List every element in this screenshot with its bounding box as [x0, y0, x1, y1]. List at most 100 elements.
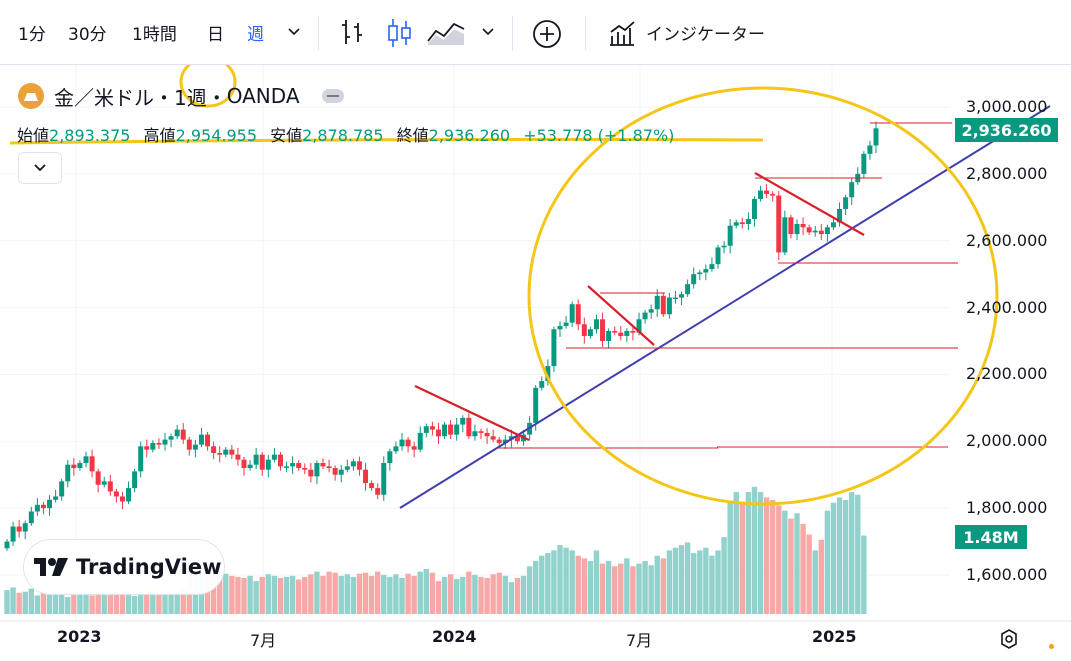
candle-body: [751, 198, 757, 219]
symbol-legend[interactable]: 金／米ドル ・ 1週 ・ OANDA: [18, 82, 344, 110]
chevron-down-icon[interactable]: [286, 24, 302, 44]
volume-bar: [435, 581, 442, 614]
interval-30m-button[interactable]: 30分: [68, 25, 107, 45]
candle-body: [612, 330, 618, 333]
candle-body: [59, 481, 65, 497]
chart-settings-icon[interactable]: [998, 628, 1020, 654]
volume-bar: [611, 566, 618, 614]
volume-bar: [314, 571, 320, 614]
indicators-icon[interactable]: [607, 18, 637, 52]
price-chart[interactable]: [0, 65, 1071, 661]
ohlc-values: 始値2,893.375 高値2,954.955 安値2,878.785 終値2,…: [17, 122, 682, 146]
candle-body: [350, 461, 356, 467]
candle-body: [180, 429, 186, 440]
candle-body: [600, 319, 606, 341]
candle-body: [758, 190, 764, 199]
add-circle-icon[interactable]: [532, 19, 562, 53]
candle-body: [344, 466, 350, 470]
candle-style-icon[interactable]: [386, 17, 414, 53]
interval-week-button[interactable]: 週: [247, 25, 264, 45]
candle-body: [162, 439, 168, 445]
candle-body: [812, 230, 818, 233]
volume-bar: [417, 571, 423, 614]
volume-bar: [660, 558, 667, 614]
volume-bar: [174, 592, 180, 614]
high-value: 2,954.955: [175, 126, 257, 145]
ohlc-underline: [9, 137, 764, 145]
candle-body: [709, 264, 715, 270]
volume-bar: [28, 588, 35, 614]
volume-bar: [259, 576, 265, 614]
volume-bar: [782, 510, 788, 614]
candle-body: [156, 442, 162, 445]
candle-body: [119, 496, 125, 502]
volume-bar: [399, 577, 405, 614]
chevron-down-icon[interactable]: [480, 24, 496, 44]
volume-bar: [235, 576, 241, 614]
volume-bar: [247, 575, 253, 614]
candle-body: [867, 145, 873, 154]
candle-body: [65, 464, 71, 482]
volume-bar: [356, 573, 363, 614]
visibility-toggle-icon[interactable]: [321, 89, 344, 103]
candle-body: [10, 526, 16, 542]
volume-bar: [216, 571, 223, 614]
open-value: 2,893.375: [49, 126, 131, 145]
volume-bar: [630, 566, 636, 614]
candle-body: [587, 329, 593, 336]
volume-bar: [113, 591, 120, 614]
symbol-exchange: OANDA: [226, 84, 300, 108]
indicators-button[interactable]: インジケーター: [646, 25, 765, 45]
volume-bar: [587, 561, 594, 614]
candle-body: [314, 463, 320, 477]
candle-body: [666, 297, 672, 315]
candle-body: [873, 128, 879, 146]
candle-body: [332, 468, 338, 475]
candle-body: [369, 483, 375, 489]
volume-bar: [210, 575, 217, 614]
volume-bar: [763, 497, 770, 614]
legend-collapse-button[interactable]: [18, 152, 62, 184]
candle-body: [107, 481, 113, 492]
candle-body: [454, 424, 460, 435]
close-label: 終値: [396, 126, 429, 145]
volume-bar: [806, 534, 812, 614]
candle-body: [338, 469, 344, 475]
candle-body: [478, 431, 484, 433]
volume-bar: [466, 571, 472, 614]
candle-body: [89, 456, 95, 472]
volume-bar: [739, 502, 746, 614]
time-axis-label: 7月: [250, 631, 277, 650]
volume-bar: [393, 574, 399, 614]
candle-body: [545, 366, 551, 382]
candle-body: [375, 488, 381, 495]
volume-bar: [490, 574, 496, 614]
candle-body: [47, 499, 53, 509]
volume-bar: [855, 494, 861, 614]
candle-body: [174, 429, 180, 437]
price-axis-label: 2,200.000: [966, 364, 1048, 384]
top-toolbar: 1分 30分 1時間 日 週 インジケーター: [0, 0, 1071, 65]
interval-1m-button[interactable]: 1分: [18, 25, 46, 45]
tradingview-logo[interactable]: TradingView: [24, 540, 224, 594]
candle-body: [399, 439, 405, 447]
bar-style-icon[interactable]: [340, 17, 368, 51]
candle-body: [496, 439, 502, 443]
interval-day-button[interactable]: 日: [207, 25, 224, 45]
candle-body: [126, 488, 132, 502]
volume-bar: [198, 574, 205, 614]
tradingview-mark-icon: [34, 558, 68, 576]
volume-bar: [745, 492, 752, 614]
candle-body: [782, 217, 788, 253]
toolbar-divider: [512, 16, 513, 50]
interval-1h-button[interactable]: 1時間: [132, 25, 177, 45]
candle-body: [138, 446, 144, 472]
candle-body: [636, 319, 642, 333]
candle-body: [788, 217, 794, 235]
volume-bar: [776, 505, 782, 614]
candle-body: [186, 439, 192, 450]
volume-bar: [332, 572, 338, 614]
area-style-icon[interactable]: [426, 17, 466, 51]
candle-body: [144, 446, 150, 450]
price-axis-label: 2,000.000: [966, 431, 1048, 451]
